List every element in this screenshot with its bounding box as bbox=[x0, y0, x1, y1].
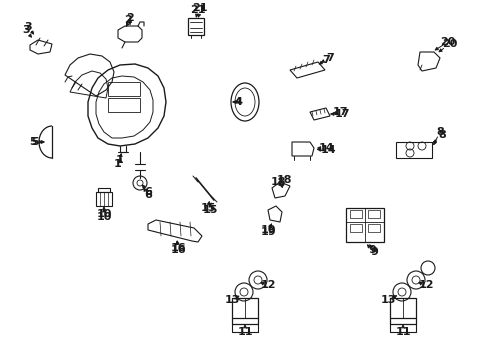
Text: 1: 1 bbox=[116, 155, 123, 165]
Text: 13: 13 bbox=[224, 295, 239, 305]
Text: 8: 8 bbox=[437, 130, 445, 140]
Text: 17: 17 bbox=[331, 107, 347, 117]
Text: 19: 19 bbox=[260, 227, 275, 237]
Text: 12: 12 bbox=[417, 280, 433, 290]
Text: 5: 5 bbox=[31, 137, 39, 147]
Text: 8: 8 bbox=[435, 127, 443, 137]
Text: 17: 17 bbox=[334, 109, 349, 119]
Text: 21: 21 bbox=[192, 3, 207, 13]
Text: 1: 1 bbox=[114, 159, 122, 169]
Text: 2: 2 bbox=[124, 15, 132, 25]
Text: 7: 7 bbox=[322, 55, 329, 65]
Text: 19: 19 bbox=[260, 225, 275, 235]
Text: 10: 10 bbox=[96, 209, 111, 219]
Text: 9: 9 bbox=[369, 247, 377, 257]
Text: 16: 16 bbox=[170, 245, 185, 255]
Text: 10: 10 bbox=[96, 212, 111, 222]
Text: 11: 11 bbox=[237, 327, 252, 337]
Text: 20: 20 bbox=[439, 37, 455, 47]
Text: 21: 21 bbox=[190, 5, 205, 15]
Text: 9: 9 bbox=[367, 245, 375, 255]
Text: 13: 13 bbox=[380, 295, 395, 305]
Text: 16: 16 bbox=[170, 243, 185, 253]
Text: 5: 5 bbox=[29, 137, 37, 147]
Text: 12: 12 bbox=[260, 280, 275, 290]
Text: 18: 18 bbox=[276, 175, 291, 185]
Text: 14: 14 bbox=[320, 145, 335, 155]
Text: 20: 20 bbox=[442, 39, 457, 49]
Text: 6: 6 bbox=[144, 190, 152, 200]
Text: 6: 6 bbox=[144, 187, 152, 197]
Text: 15: 15 bbox=[200, 203, 215, 213]
Text: 4: 4 bbox=[234, 97, 242, 107]
Text: 14: 14 bbox=[318, 143, 333, 153]
Text: 18: 18 bbox=[270, 177, 285, 187]
Text: 2: 2 bbox=[126, 13, 134, 23]
Text: 4: 4 bbox=[234, 97, 242, 107]
Text: 7: 7 bbox=[325, 53, 333, 63]
Text: 15: 15 bbox=[202, 205, 217, 215]
Text: 11: 11 bbox=[394, 327, 410, 337]
Text: 3: 3 bbox=[22, 25, 30, 35]
Text: 3: 3 bbox=[24, 22, 32, 32]
